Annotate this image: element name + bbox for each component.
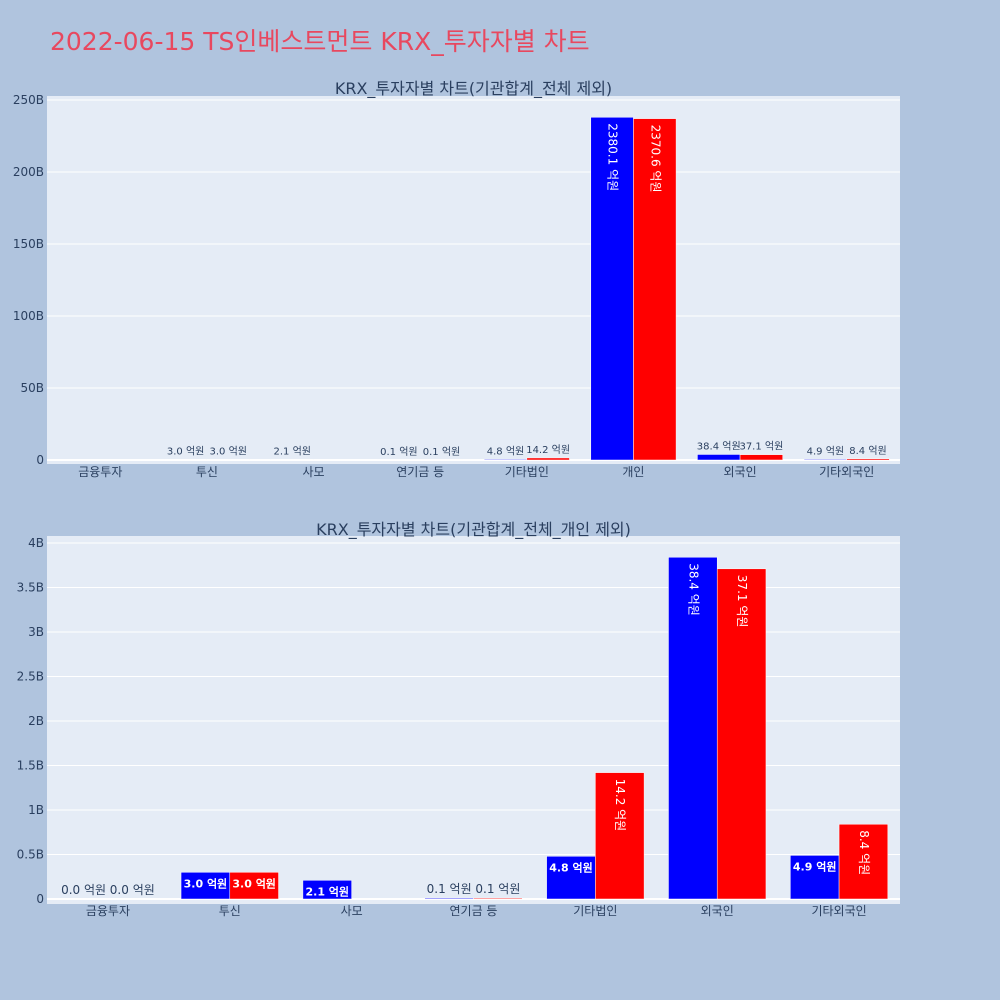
bar-label: 0.0 억원 (61, 883, 106, 897)
x-tick-label: 금융투자 (78, 465, 122, 479)
bar-label: 4.8 억원 (549, 860, 593, 874)
bar-label: 2380.1 억원 (606, 123, 620, 191)
y-tick-label: 4B (28, 536, 44, 550)
chart-top: 0 50B 100B 150B 200B 250B KRX_투자자별 차트(기관합계_전체 … (13, 79, 900, 479)
bar-label: 14.2 억원 (613, 779, 627, 832)
bar-label: 38.4 억원 (697, 440, 741, 452)
y-tick-label: 0 (36, 453, 44, 467)
bar (546, 856, 596, 900)
y-tick-label: 2.5B (17, 670, 44, 684)
bar-label: 8.4 억원 (849, 445, 886, 457)
x-tick-label: 개인 (622, 465, 644, 479)
bar-label: 4.9 억원 (793, 859, 837, 873)
bar-label: 0.1 억원 (427, 882, 472, 896)
bar-label: 38.4 억원 (686, 563, 700, 616)
bar-label: 37.1 억원 (735, 575, 749, 628)
bar (302, 880, 352, 900)
bar-label: 2.1 억원 (273, 446, 310, 458)
y-tick-label: 50B (20, 381, 44, 395)
bar (633, 118, 677, 461)
bar-label: 14.2 억원 (526, 444, 570, 456)
x-tick-label: 사모 (303, 465, 325, 479)
x-tick-label: 외국인 (724, 465, 757, 479)
bar (526, 457, 570, 461)
y-tick-label: 250B (13, 93, 44, 107)
y-tick-label: 0 (36, 892, 44, 906)
chart-title: KRX_투자자별 차트(기관합계_전체_개인 제외) (316, 520, 631, 540)
x-tick-label: 기타외국인 (811, 904, 866, 918)
x-tick-label: 투신 (219, 904, 241, 918)
bar-label: 0.1 억원 (475, 882, 520, 896)
bar (739, 454, 783, 461)
bar-label: 3.0 억원 (167, 446, 204, 458)
plot-area (47, 96, 900, 464)
bar-label: 0.1 억원 (380, 446, 417, 458)
y-tick-label: 0.5B (17, 848, 44, 862)
bar-label: 0.1 억원 (423, 446, 460, 458)
x-tick-label: 연기금 등 (396, 465, 444, 479)
y-tick-label: 100B (13, 309, 44, 323)
x-tick-label: 투신 (196, 465, 218, 479)
bar (790, 855, 840, 900)
plot-area (47, 536, 900, 904)
bar (473, 897, 523, 900)
bar (590, 117, 634, 461)
y-tick-label: 2B (28, 714, 44, 728)
bar (846, 458, 890, 461)
x-tick-label: 연기금 등 (450, 904, 498, 918)
bar (180, 872, 231, 900)
page-title: 2022-06-15 TS인베스트먼트 KRX_투자자별 차트 (50, 27, 590, 56)
y-tick-label: 200B (13, 165, 44, 179)
x-tick-label: 기타법인 (505, 465, 549, 479)
bar-label: 2.1 억원 (305, 884, 349, 898)
y-tick-label: 1B (28, 803, 44, 817)
x-tick-label: 기타외국인 (819, 465, 874, 479)
x-tick-label: 기타법인 (573, 904, 617, 918)
bar-label: 3.0 억원 (232, 876, 276, 890)
bar-label: 4.9 억원 (807, 445, 844, 457)
bar (595, 772, 645, 900)
bar (668, 556, 718, 900)
bar-label: 4.8 억원 (487, 445, 524, 457)
y-tick-label: 1.5B (17, 759, 44, 773)
bar-label: 37.1 억원 (739, 441, 783, 453)
x-tick-label: 외국인 (701, 904, 734, 918)
bar (424, 897, 474, 900)
y-tick-label: 150B (13, 237, 44, 251)
bar-label: 3.0 억원 (210, 446, 247, 458)
bar-label: 0.0 억원 (110, 883, 155, 897)
bar (838, 823, 889, 900)
bar-label: 2370.6 억원 (648, 125, 662, 193)
x-tick-label: 금융투자 (86, 904, 130, 918)
chart-title: KRX_투자자별 차트(기관합계_전체 제외) (335, 79, 612, 99)
bar (716, 568, 767, 900)
bar (229, 872, 279, 900)
bar-label: 3.0 억원 (184, 876, 228, 890)
bar-label: 8.4 억원 (857, 830, 871, 875)
y-tick-label: 3.5B (17, 581, 44, 595)
y-tick-label: 3B (28, 625, 44, 639)
x-tick-label: 사모 (341, 904, 363, 918)
